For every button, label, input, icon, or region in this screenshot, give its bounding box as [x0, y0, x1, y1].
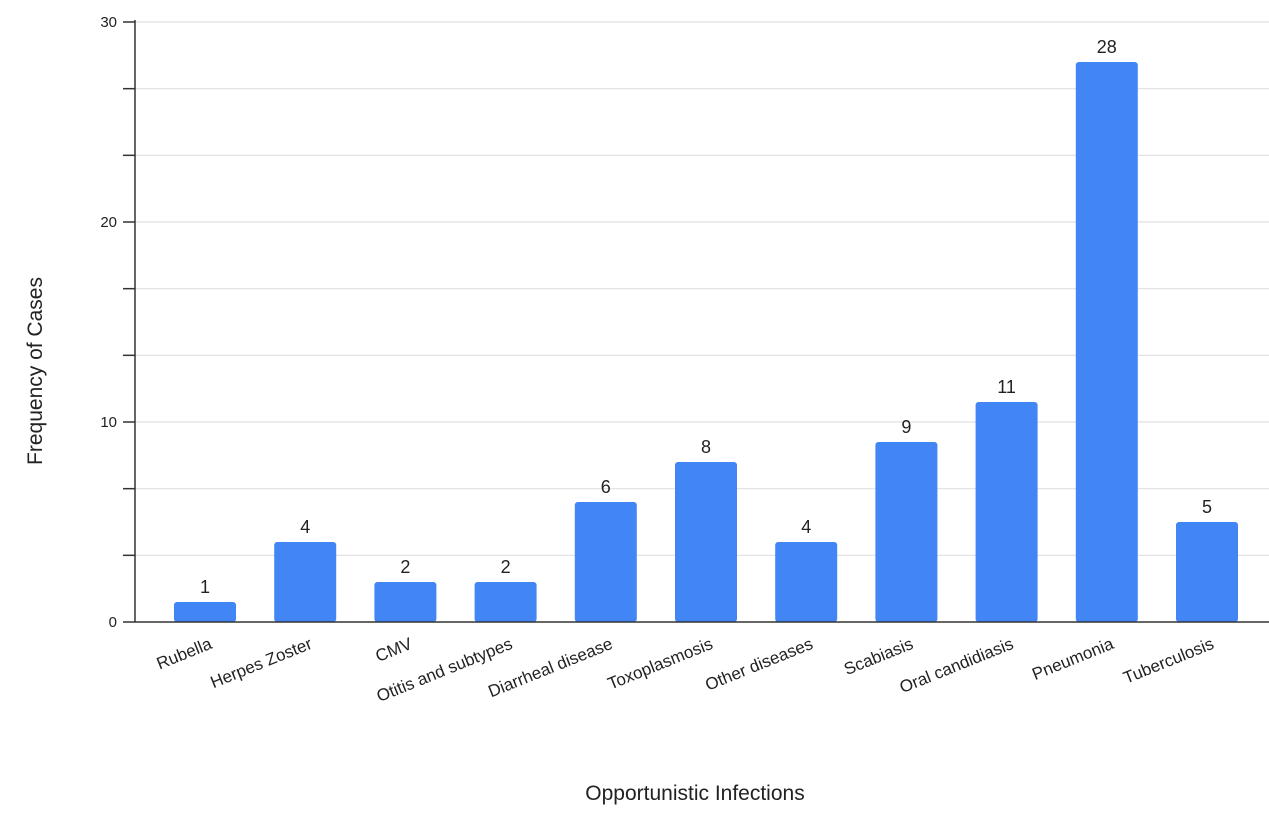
bar-otitis-and-subtypes [474, 582, 537, 622]
bar-cmv [374, 582, 437, 622]
bar-herpes-zoster [274, 542, 337, 622]
x-tick-label: Scabiasis [841, 634, 916, 679]
x-tick-label: Rubella [154, 634, 215, 673]
x-tick-label: Oral candidiasis [897, 634, 1016, 697]
x-tick-label: Pneumonia [1029, 634, 1116, 684]
y-tick-label: 30 [100, 14, 117, 31]
gridlines [135, 21, 1269, 556]
bar-toxoplasmosis [675, 462, 737, 622]
x-tick-label: Other diseases [703, 634, 816, 694]
bars [174, 62, 1238, 622]
bar-rubella [174, 602, 236, 622]
y-axis-title: Frequency of Cases [24, 277, 47, 465]
data-label: 28 [1097, 37, 1117, 57]
bar-other-diseases [775, 542, 838, 622]
data-label: 11 [997, 377, 1016, 397]
data-label: 2 [400, 557, 410, 577]
data-label: 9 [901, 417, 911, 437]
bar-tuberculosis [1176, 522, 1238, 622]
bar-scabiasis [875, 442, 938, 622]
x-tick-label: Toxoplasmosis [605, 634, 715, 693]
x-tick-label: Tuberculosis [1121, 634, 1217, 687]
data-label: 1 [200, 577, 210, 597]
x-tick-label: Herpes Zoster [208, 634, 315, 692]
data-label: 4 [300, 517, 310, 537]
x-axis-title: Opportunistic Infections [585, 782, 804, 805]
axes [123, 20, 1269, 623]
y-tick-label: 20 [100, 214, 117, 231]
y-tick-label: 10 [100, 414, 117, 431]
y-tick-label: 0 [109, 614, 117, 631]
data-label: 4 [801, 517, 811, 537]
data-label: 2 [501, 557, 511, 577]
data-label: 8 [701, 437, 711, 457]
bar-pneumonia [1075, 62, 1138, 622]
data-label: 6 [601, 477, 611, 497]
bar-oral-candidiasis [975, 402, 1038, 622]
x-tick-label: CMV [373, 634, 416, 666]
bar-diarrheal-disease [574, 502, 637, 622]
data-label: 5 [1202, 497, 1212, 517]
